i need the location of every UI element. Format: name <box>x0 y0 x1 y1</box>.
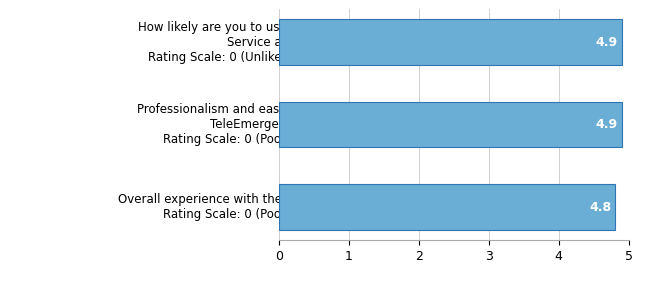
Bar <box>279 19 621 65</box>
Bar <box>279 102 621 147</box>
Text: 4.8: 4.8 <box>589 200 611 214</box>
Text: 4.9: 4.9 <box>596 35 618 49</box>
Text: 4.9: 4.9 <box>596 118 618 131</box>
Bar <box>279 184 614 230</box>
